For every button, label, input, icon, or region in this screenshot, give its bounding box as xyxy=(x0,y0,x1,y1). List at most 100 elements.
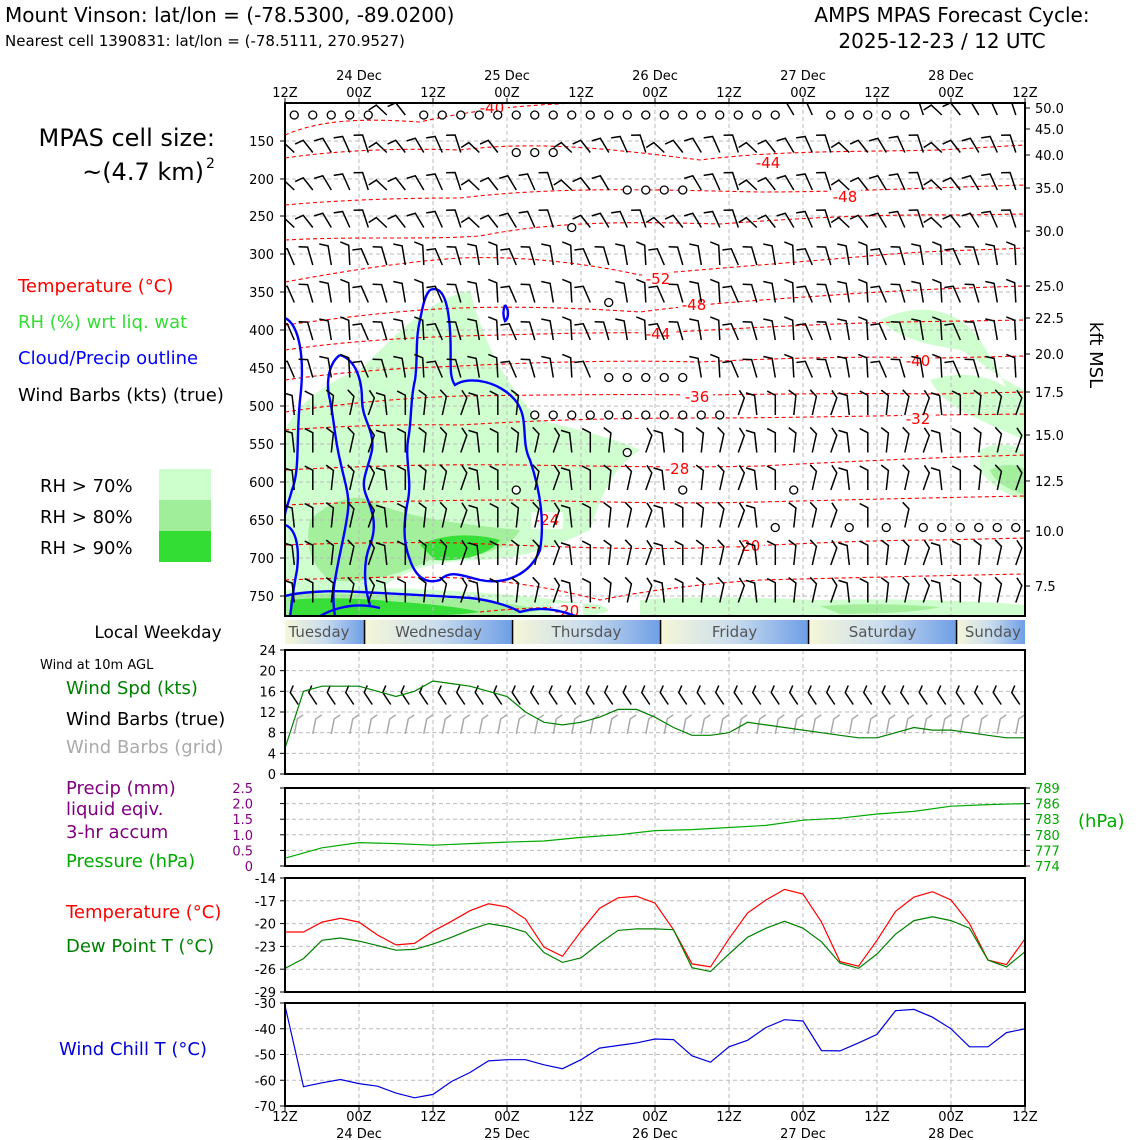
wind-barb xyxy=(285,505,296,528)
bottom-time-label: 00Z xyxy=(642,1110,668,1125)
wind-barb xyxy=(870,247,887,266)
cycle-value: 2025-12-23 / 12 UTC xyxy=(838,29,1045,53)
wind-barb-true xyxy=(289,685,299,705)
wind-barb xyxy=(468,429,481,453)
wind-barb-grid xyxy=(756,714,767,735)
rh-area xyxy=(820,604,940,614)
wind-barb xyxy=(994,426,1003,453)
wind-barb xyxy=(868,212,887,228)
wind-barb xyxy=(859,390,869,415)
wind-barb-true xyxy=(622,685,632,705)
rh-area xyxy=(308,497,520,582)
temperature-contour-label: -40 xyxy=(906,352,931,370)
wind-barb xyxy=(890,283,906,303)
wind-barb xyxy=(830,577,838,603)
wind-barb xyxy=(552,427,561,453)
wind-barb xyxy=(553,141,573,154)
temperature-contour xyxy=(285,247,1025,283)
wind-barb xyxy=(973,464,982,491)
precip-tick-label: 2.5 xyxy=(232,782,253,797)
calm-wind-marker xyxy=(289,110,299,120)
wind-barb-grid xyxy=(959,714,970,735)
wind-barb xyxy=(500,360,517,378)
wind-barb xyxy=(560,504,573,528)
wind-barb xyxy=(615,318,629,341)
wind-barb xyxy=(944,360,961,378)
wind-barb xyxy=(757,214,776,228)
wind-barb xyxy=(776,103,795,116)
kft-tick-label: 50.0 xyxy=(1035,102,1064,117)
wind-barb xyxy=(520,245,536,266)
wind-barb xyxy=(498,174,517,191)
wind-barb xyxy=(285,392,296,416)
wind-barb xyxy=(816,283,832,303)
calm-wind-marker xyxy=(974,522,984,533)
wind-barb xyxy=(710,353,721,378)
calm-wind-marker xyxy=(437,110,447,120)
wind-barb xyxy=(868,137,887,153)
wind-barb-grid xyxy=(441,714,452,735)
bottom-date-label: 26 Dec xyxy=(632,1127,678,1140)
cell-size-exponent: 2 xyxy=(206,156,215,172)
weekday-band xyxy=(808,620,957,644)
swatch-rh70 xyxy=(159,469,211,500)
wind-barb-grid xyxy=(497,714,508,735)
wind-barb xyxy=(285,247,295,266)
wind-barb xyxy=(368,179,388,191)
windchill-line xyxy=(284,1005,1026,1099)
wind-barb xyxy=(830,427,838,453)
wind-barb xyxy=(880,577,890,603)
wind-barb xyxy=(961,174,980,191)
wind-barb xyxy=(285,180,295,191)
wind-barb xyxy=(352,285,369,303)
calm-wind-marker xyxy=(696,110,706,120)
wind-barb xyxy=(393,243,407,266)
temperature-contour xyxy=(285,213,1025,241)
wind-barb xyxy=(991,103,998,116)
wind-barb xyxy=(742,358,758,378)
wind-barb xyxy=(784,316,795,341)
wind-barb-grid xyxy=(904,714,915,735)
wind-barb xyxy=(333,135,351,153)
wind-barb xyxy=(560,429,573,453)
calm-wind-marker xyxy=(770,522,780,533)
wind-barb xyxy=(695,577,705,603)
wind-barb xyxy=(313,137,332,153)
wind-barb xyxy=(902,576,910,603)
wind-barb xyxy=(532,539,540,566)
wind-barb xyxy=(745,579,758,603)
wind-barb xyxy=(942,139,961,153)
wind-barb xyxy=(393,280,407,303)
pressure-tick-label: 780 xyxy=(1035,829,1060,844)
wind-barb xyxy=(737,577,746,603)
wind-barb xyxy=(500,247,517,266)
wind-barb xyxy=(552,577,561,603)
wind-barb-grid xyxy=(830,714,841,735)
wind-barb xyxy=(615,243,629,266)
wind-barb xyxy=(837,243,851,266)
wind-barb xyxy=(562,353,573,378)
calm-wind-marker xyxy=(622,447,632,458)
wind-barb xyxy=(333,210,351,228)
top-time-label: 12Z xyxy=(716,86,742,101)
precip-tick-label: 2.0 xyxy=(232,798,253,813)
legend-rh: RH (%) wrt liq. wat xyxy=(18,312,187,333)
temperature-contour xyxy=(285,454,1025,471)
wind-barb xyxy=(942,176,961,191)
wind-barb xyxy=(396,390,407,415)
wind-barb xyxy=(414,353,425,378)
precip-tick-label: 0 xyxy=(245,860,253,875)
wind-barb xyxy=(1015,427,1023,453)
kft-tick-label: 15.0 xyxy=(1035,429,1064,444)
wind-barb xyxy=(285,430,296,453)
wind-barb xyxy=(347,426,355,453)
top-time-label: 00Z xyxy=(642,86,668,101)
temperature-contour-label: -28 xyxy=(665,460,690,478)
wind-barb xyxy=(552,539,561,566)
precip-tick-label: 0.5 xyxy=(232,844,253,859)
wind-barb xyxy=(890,358,906,378)
wind-barb xyxy=(375,467,388,491)
calm-wind-marker xyxy=(641,410,651,420)
wind-barb-grid xyxy=(922,714,933,735)
top-time-label: 00Z xyxy=(494,86,520,101)
